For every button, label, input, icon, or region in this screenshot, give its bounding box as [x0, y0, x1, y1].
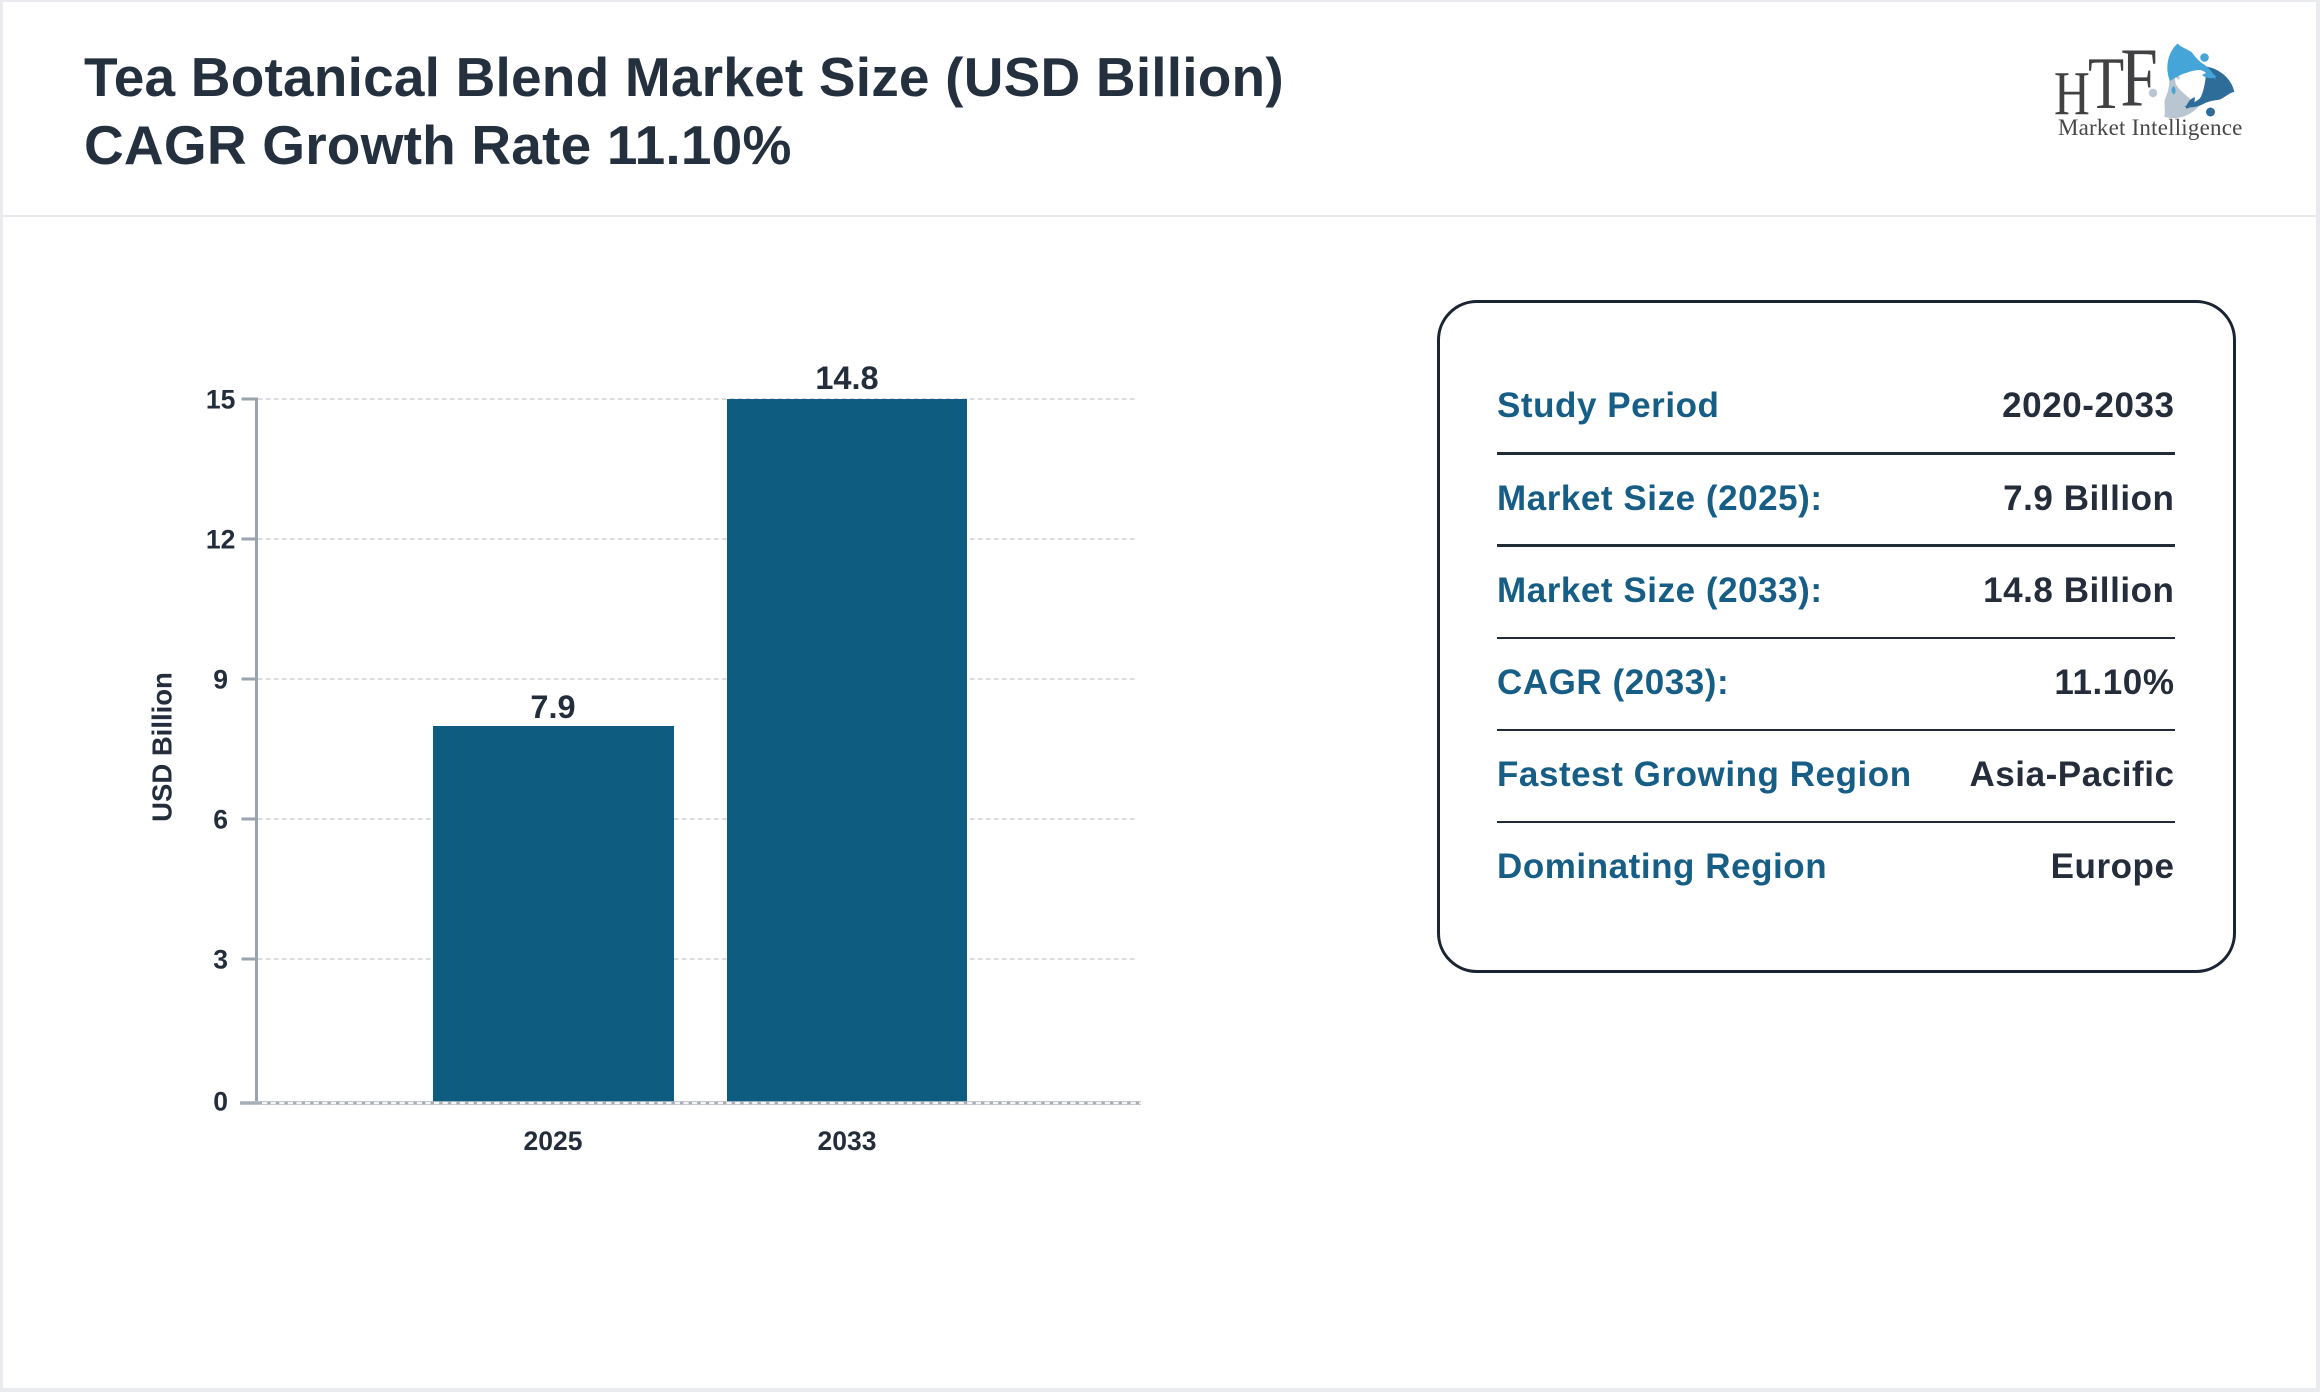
- svg-text:12: 12: [206, 525, 235, 555]
- svg-text:USD Billion: USD Billion: [147, 672, 178, 822]
- svg-text:14.8: 14.8: [815, 360, 878, 396]
- svg-text:2025: 2025: [524, 1126, 583, 1156]
- svg-text:7.9: 7.9: [530, 689, 575, 725]
- svg-text:0: 0: [213, 1087, 228, 1117]
- svg-text:T: T: [2088, 43, 2124, 125]
- svg-text:15: 15: [206, 385, 235, 415]
- svg-text:9: 9: [213, 665, 228, 695]
- svg-text:3: 3: [213, 945, 228, 975]
- svg-text:2033: 2033: [818, 1126, 877, 1156]
- svg-text:Market Intelligence: Market Intelligence: [2058, 115, 2243, 140]
- svg-text:F: F: [2120, 32, 2157, 125]
- svg-text:6: 6: [213, 805, 228, 835]
- svg-text:H: H: [2054, 60, 2090, 128]
